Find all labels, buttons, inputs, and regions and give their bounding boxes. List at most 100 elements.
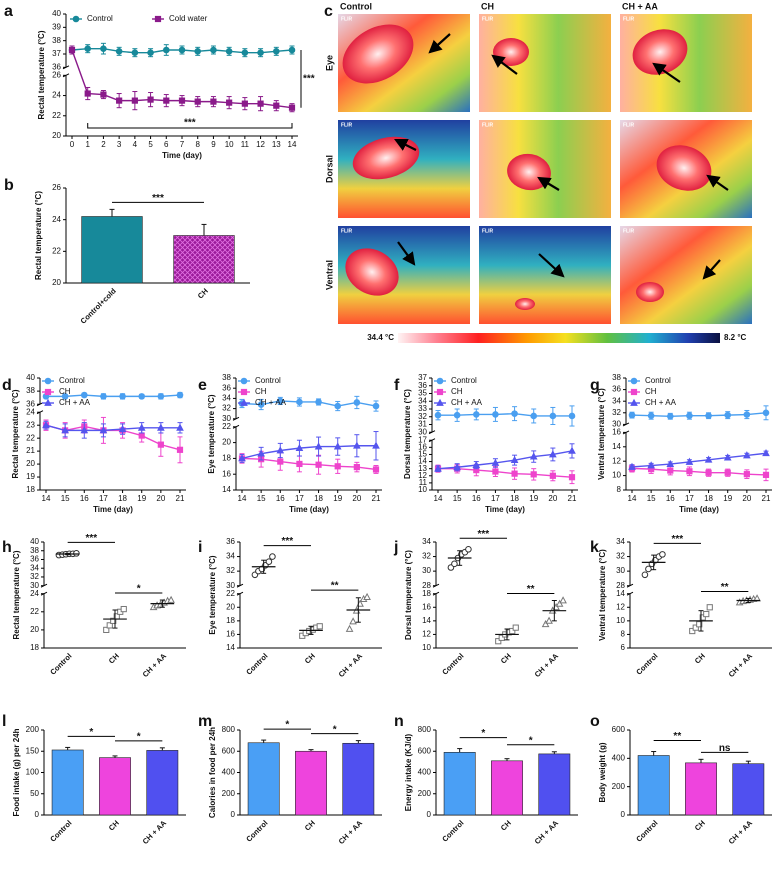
- data-point: [241, 49, 249, 56]
- x-tick-label: 3: [117, 140, 122, 149]
- x-tick-label: 14: [434, 494, 443, 503]
- x-tick-label: Control: [48, 818, 73, 843]
- x-tick-label: 20: [156, 494, 165, 503]
- series-line: [438, 467, 573, 478]
- y-tick-label: 400: [612, 753, 626, 762]
- data-point: [61, 426, 69, 434]
- x-tick-label: 18: [314, 494, 323, 503]
- x-tick-label: 13: [272, 140, 281, 149]
- data-point: [178, 46, 186, 54]
- panel-label: h: [2, 539, 12, 556]
- data-point: [115, 48, 123, 55]
- y-tick-label: 17: [418, 435, 427, 444]
- data-point: [100, 45, 107, 52]
- x-tick-label: 19: [137, 494, 146, 503]
- x-tick-label: CH + AA: [727, 651, 755, 679]
- y-tick-label: 16: [418, 442, 427, 451]
- x-tick-label: CH: [693, 651, 707, 665]
- x-tick-label: 15: [61, 494, 70, 503]
- y-tick-label: 39: [52, 22, 61, 31]
- animal-hotspot: [515, 298, 535, 310]
- x-tick-label: 18: [118, 494, 127, 503]
- column-heading: Control: [340, 1, 372, 11]
- y-tick-label: 33: [418, 404, 427, 413]
- thermal-image: [479, 14, 611, 112]
- bar: [538, 753, 571, 816]
- x-tick-label: 20: [548, 494, 557, 503]
- x-tick-label: 5: [148, 140, 153, 149]
- significance-label: *: [481, 728, 485, 739]
- data-point: [451, 560, 458, 568]
- data-point: [120, 605, 127, 613]
- x-tick-label: Control+cold: [79, 286, 119, 326]
- y-tick-label: 36: [226, 537, 235, 546]
- y-tick-label: 20: [222, 438, 231, 447]
- x-tick-label: 15: [257, 494, 266, 503]
- significance-label: ***: [184, 118, 196, 129]
- y-axis-label: Body weight (g): [598, 742, 607, 802]
- x-tick-label: CH: [107, 651, 121, 665]
- legend-label: Cold water: [169, 14, 208, 23]
- panel-label: b: [4, 177, 14, 194]
- y-tick-label: 600: [612, 725, 626, 734]
- x-tick-label: CH + AA: [141, 818, 169, 846]
- data-point: [453, 411, 461, 419]
- arrow: [397, 241, 416, 266]
- y-tick-label: 23: [26, 420, 35, 429]
- legend-label: CH + AA: [645, 398, 677, 407]
- y-tick-label: 38: [30, 546, 39, 555]
- x-tick-label: 10: [225, 140, 234, 149]
- y-tick-label: 30: [222, 414, 231, 423]
- data-point: [163, 97, 170, 104]
- watermark: FLIR: [341, 122, 352, 128]
- bar: [173, 235, 235, 284]
- legend-label: Control: [59, 376, 85, 385]
- y-tick-label: 34: [226, 552, 235, 561]
- data-point: [641, 571, 649, 579]
- data-point: [645, 565, 652, 573]
- y-axis-label: Rectal temperature (°C): [34, 191, 43, 280]
- data-point: [238, 454, 246, 462]
- series-line: [437, 450, 573, 470]
- x-tick-label: 16: [80, 494, 89, 503]
- y-tick-label: 38: [612, 373, 621, 382]
- x-tick-label: CH: [303, 818, 317, 832]
- x-tick-label: Control: [440, 818, 465, 843]
- data-point: [257, 100, 264, 107]
- y-tick-label: 14: [612, 442, 621, 451]
- animal-hotspot: [656, 145, 712, 191]
- data-point: [118, 424, 127, 432]
- legend-marker: [72, 15, 80, 23]
- column-heading: CH: [481, 1, 494, 11]
- y-tick-label: 0: [621, 810, 626, 819]
- x-tick-label: 19: [529, 494, 538, 503]
- y-tick-label: 10: [422, 643, 431, 652]
- significance-label: *: [333, 724, 337, 735]
- data-point: [167, 595, 175, 603]
- x-tick-label: 14: [288, 140, 297, 149]
- legend-label: Control: [255, 376, 281, 385]
- data-point: [334, 402, 342, 410]
- legend-marker: [240, 388, 248, 396]
- data-point: [176, 446, 184, 453]
- data-point: [84, 45, 92, 52]
- x-tick-label: 17: [99, 494, 108, 503]
- data-point: [559, 596, 567, 604]
- x-tick-label: 14: [238, 494, 247, 503]
- legend-marker: [44, 377, 52, 385]
- data-point: [61, 393, 69, 400]
- y-tick-label: 32: [226, 566, 235, 575]
- data-point: [345, 624, 354, 632]
- data-point: [704, 455, 713, 463]
- data-point: [495, 638, 502, 645]
- watermark: FLIR: [482, 16, 493, 22]
- watermark: FLIR: [482, 228, 493, 234]
- data-point: [510, 455, 519, 464]
- legend-label: Control: [645, 376, 671, 385]
- bar: [491, 760, 523, 816]
- y-tick-label: 200: [26, 725, 40, 734]
- data-point: [334, 463, 341, 470]
- y-tick-label: 150: [26, 746, 40, 755]
- x-axis-label: Time (day): [485, 505, 525, 514]
- x-tick-label: CH + AA: [533, 818, 561, 846]
